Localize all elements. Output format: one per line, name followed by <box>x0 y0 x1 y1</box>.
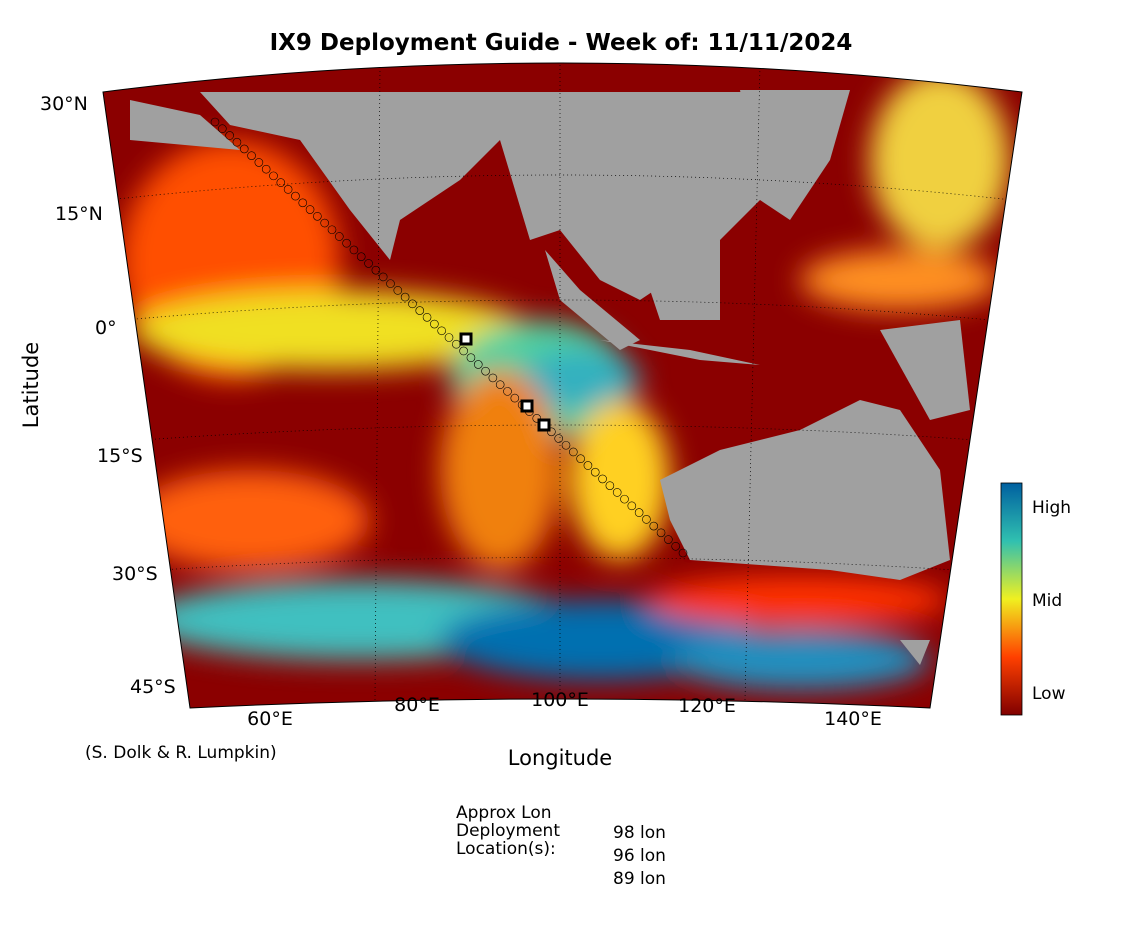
lon-tick-label: 140°E <box>824 708 882 730</box>
track-point <box>481 366 490 376</box>
track-point <box>254 158 264 167</box>
track-point <box>554 434 563 443</box>
track-point <box>583 461 593 470</box>
track-point <box>649 521 659 531</box>
deployment-heading: Location(s): <box>456 839 556 859</box>
track-point <box>364 259 373 268</box>
track-point <box>627 501 637 511</box>
track-point <box>444 333 454 342</box>
deployment-heading: Approx Lon <box>456 803 552 823</box>
track-point <box>408 299 417 309</box>
track-point <box>495 380 505 389</box>
lon-tick-label: 60°E <box>247 708 293 730</box>
deployment-location: 98 lon <box>613 823 666 843</box>
track-point <box>422 312 432 322</box>
track-point <box>218 124 227 134</box>
lat-tick-label: 15°N <box>55 203 103 225</box>
track-point <box>283 185 293 194</box>
track-point <box>510 393 520 403</box>
lat-tick-label: 30°N <box>40 93 88 115</box>
track-point <box>349 245 359 255</box>
credit: (S. Dolk & R. Lumpkin) <box>85 743 277 763</box>
x-axis-label: Longitude <box>508 746 612 770</box>
track-point <box>532 414 542 423</box>
lat-tick-label: 0° <box>95 317 117 339</box>
track-point <box>430 319 439 329</box>
track-point <box>642 515 651 524</box>
track-point <box>393 286 403 295</box>
track-point <box>335 232 344 241</box>
track-point <box>327 225 337 235</box>
track-point <box>569 447 578 457</box>
track-point <box>561 440 571 450</box>
track-point <box>473 360 483 369</box>
lon-tick-label: 80°E <box>394 694 440 716</box>
lon-tick-label: 100°E <box>531 689 589 711</box>
colorbar <box>1000 482 1023 716</box>
track-point <box>298 198 308 208</box>
deployment-heading: Deployment <box>456 821 560 841</box>
colorbar-label: Low <box>1032 684 1066 704</box>
track-point <box>356 252 366 261</box>
lon-ticks: 60°E 80°E 100°E 120°E 140°E <box>247 689 882 730</box>
deployment-location: 96 lon <box>613 846 666 866</box>
map <box>103 63 1022 708</box>
lon-tick-label: 120°E <box>678 695 736 717</box>
track-point <box>547 427 556 437</box>
track-point <box>678 548 688 558</box>
track-point <box>313 211 322 221</box>
track-point <box>605 481 615 490</box>
lat-tick-label: 30°S <box>112 563 158 585</box>
title: IX9 Deployment Guide - Week of: 11/11/20… <box>270 30 853 56</box>
colorbar-label: Mid <box>1032 591 1062 611</box>
track-point <box>261 164 271 174</box>
track-point <box>305 205 315 214</box>
track-point <box>459 346 468 356</box>
track-point <box>656 528 666 538</box>
track-point <box>386 279 395 288</box>
track-point <box>598 474 607 484</box>
lat-ticks: 30°N 15°N 0° 15°S 30°S 45°S <box>40 93 176 698</box>
track-point <box>488 373 498 383</box>
colorbar-label: High <box>1032 498 1071 518</box>
track-point <box>466 353 476 363</box>
lat-tick-label: 15°S <box>97 445 143 467</box>
track-point <box>664 535 673 544</box>
track-point <box>232 137 242 147</box>
track-point <box>247 151 256 160</box>
track-point <box>378 272 388 282</box>
track-point <box>210 117 220 127</box>
track-point <box>342 238 351 248</box>
track-point <box>320 218 329 228</box>
track-point <box>276 178 286 187</box>
track-point <box>239 144 249 154</box>
track-point <box>503 387 512 396</box>
track-point <box>576 454 585 464</box>
track-point <box>590 467 600 477</box>
track-point <box>371 265 381 275</box>
lat-tick-label: 45°S <box>130 676 176 698</box>
track-point <box>620 494 629 504</box>
track-point <box>671 541 680 551</box>
track-point <box>400 292 410 302</box>
track-point <box>415 306 425 315</box>
track-point <box>634 508 644 517</box>
deployment-location: 89 lon <box>613 869 666 889</box>
track-point <box>612 488 622 497</box>
track-point <box>225 131 234 140</box>
track-point <box>269 171 278 181</box>
y-axis-label: Latitude <box>19 342 43 428</box>
track-point <box>291 191 300 201</box>
track-point <box>437 326 446 336</box>
